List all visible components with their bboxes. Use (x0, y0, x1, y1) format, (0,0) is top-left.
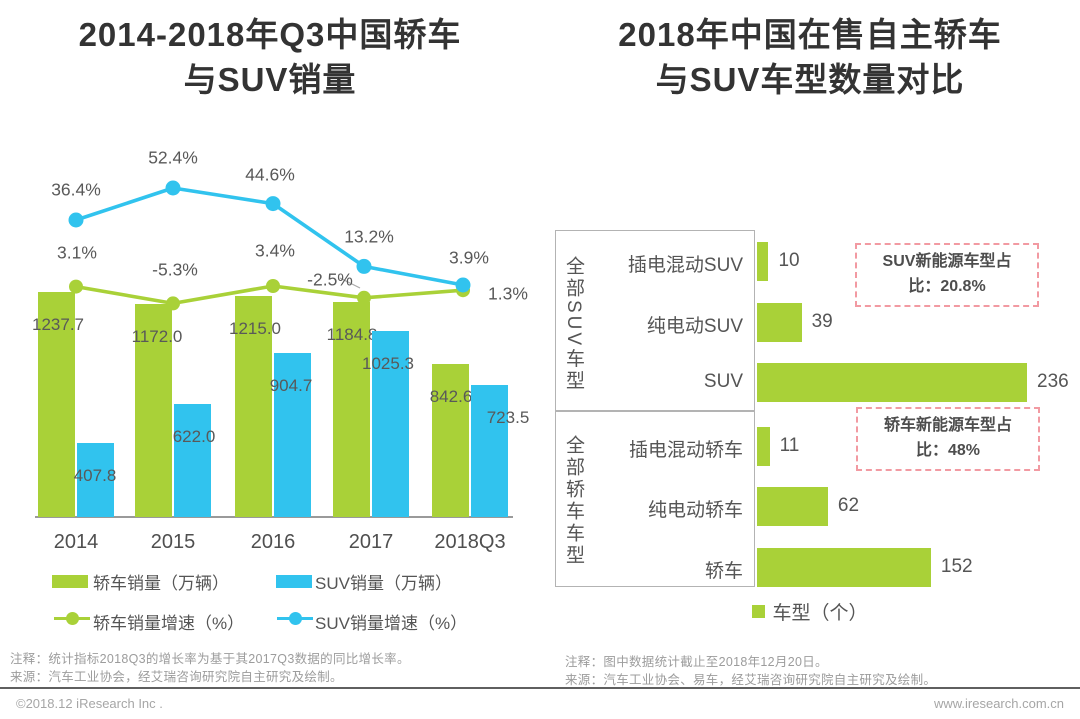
left-chart-source: 来源：汽车工业协会，经艾瑞咨询研究院自主研究及绘制。 (10, 670, 343, 684)
model-count-legend: 车型（个） (540, 598, 1080, 625)
model-count-bar (757, 363, 1027, 402)
car-bar-legend-swatch (52, 575, 88, 588)
model-count-legend-label: 车型（个） (772, 603, 868, 624)
right-chart-source: 来源：汽车工业协会、易车，经艾瑞咨询研究院自主研究及绘制。 (565, 673, 937, 687)
car-growth-line-label: -5.3% (152, 259, 198, 280)
suv-sales-bar (372, 330, 409, 517)
model-row-label: 纯电动SUV (646, 316, 743, 337)
car-sales-bar (432, 363, 469, 517)
suv-growth-line-label: 13.2% (344, 226, 394, 247)
suv-sales-value: 723.5 (486, 408, 530, 428)
right-chart-title-line2: 与SUV车型数量对比 (655, 61, 965, 98)
x-axis-label: 2016 (250, 531, 296, 553)
suv-line-legend-icon-dot (289, 612, 302, 625)
suv-growth-line-label: 52.4% (148, 147, 198, 168)
model-row-label: 纯电动轿车 (647, 500, 743, 521)
suv-sales-bar (471, 385, 508, 517)
model-count-value: 39 (811, 311, 833, 332)
car-sales-bar (38, 292, 75, 517)
model-count-legend-swatch (752, 605, 766, 618)
x-axis-label: 2014 (53, 531, 99, 553)
suv-growth-line-label: 36.4% (51, 179, 101, 200)
footer-copyright: ©2018.12 iResearch Inc . (16, 696, 163, 711)
suv-group-label: 全部SUV车型 (563, 255, 584, 393)
suv-sales-value: 407.8 (73, 465, 117, 485)
x-axis-label: 2015 (150, 531, 196, 553)
suv-growth-line-point (265, 196, 281, 212)
suv-line-legend-label: SUV销量增速（%） (315, 614, 468, 633)
suv-sales-value: 1025.3 (362, 353, 414, 373)
car-sales-value: 1172.0 (131, 326, 183, 346)
model-row-label: SUV (703, 371, 743, 392)
car-growth-line-label: 3.4% (255, 240, 295, 261)
x-axis-line (35, 516, 513, 518)
footer-url: www.iresearch.com.cn (933, 696, 1064, 711)
car-line-legend-icon-dot (66, 612, 79, 625)
car-growth-line-label: -2.5% (307, 269, 353, 290)
model-count-bar (757, 487, 828, 526)
suv-sales-value: 622.0 (172, 426, 216, 446)
model-count-value: 62 (837, 495, 860, 516)
suv-growth-line-point (165, 180, 181, 196)
suv-growth-line (75, 186, 464, 287)
suv-growth-line-label: 3.9% (449, 247, 489, 268)
model-count-bar (757, 548, 931, 587)
model-row-label: 轿车 (704, 561, 743, 582)
left-chart-title-line1: 2014-2018年Q3中国轿车 (78, 16, 462, 53)
right-chart-title: 2018年中国在售自主轿车 与SUV车型数量对比 (540, 12, 1080, 102)
suv-growth-line-point (455, 277, 471, 293)
model-count-bar (757, 427, 770, 466)
category-axis-box (555, 230, 755, 587)
car-growth-line-point (266, 279, 280, 293)
model-count-value: 10 (778, 250, 800, 271)
suv-growth-line-point (356, 258, 372, 274)
car-line-legend-label: 轿车销量增速（%） (93, 614, 245, 633)
suv-sales-value: 904.7 (269, 375, 313, 395)
footer-divider (0, 687, 1080, 689)
category-axis-divider (555, 410, 755, 412)
model-count-legend-inner: 车型（个） (752, 598, 868, 625)
suv-sales-bar (77, 442, 114, 517)
suv-sales-bar (174, 403, 211, 517)
model-count-bar (757, 242, 769, 281)
car-growth-line-label: 1.3% (488, 283, 528, 304)
right-chart-title-line1: 2018年中国在售自主轿车 (618, 16, 1002, 53)
model-count-bar (757, 303, 802, 342)
suv-bar-legend-label: SUV销量（万辆） (315, 574, 452, 593)
left-chart-title-line2: 与SUV销量 (183, 61, 357, 98)
sedan-group-label: 全部轿车车型 (563, 434, 584, 567)
suv-bar-legend-swatch (276, 575, 312, 588)
left-chart-note: 注释：统计指标2018Q3的增长率为基于其2017Q3数据的同比增长率。 (10, 652, 410, 666)
model-count-value: 11 (779, 435, 800, 456)
car-bar-legend-label: 轿车销量（万辆） (93, 574, 229, 593)
car-sales-bar (333, 301, 370, 517)
model-count-value: 236 (1037, 371, 1069, 392)
suv-sales-bar (274, 352, 311, 517)
suv-growth-line-point (68, 212, 84, 228)
car-growth-line-label: 3.1% (57, 242, 97, 263)
model-row-label: 插电混动轿车 (628, 440, 743, 461)
car-sales-bar (235, 296, 272, 517)
right-chart-note: 注释：图中数据统计截止至2018年12月20日。 (565, 655, 828, 669)
suv-growth-line-label: 44.6% (245, 164, 295, 185)
sedan-nev-share-annotation: 轿车新能源车型占比：48% (856, 407, 1040, 471)
model-row-label: 插电混动SUV (627, 255, 743, 276)
suv-nev-share-annotation: SUV新能源车型占比：20.8% (855, 243, 1039, 307)
x-axis-label: 2018Q3 (434, 531, 506, 553)
car-sales-value: 1184.8 (326, 324, 378, 344)
car-sales-bar (135, 303, 172, 517)
car-growth-line-point (456, 283, 470, 298)
car-sales-value: 1215.0 (229, 319, 281, 339)
left-chart-title: 2014-2018年Q3中国轿车 与SUV销量 (0, 12, 540, 102)
car-sales-value: 842.6 (429, 386, 473, 406)
car-sales-value: 1237.7 (32, 315, 84, 334)
x-axis-label: 2017 (348, 531, 394, 553)
model-count-value: 152 (940, 556, 973, 577)
